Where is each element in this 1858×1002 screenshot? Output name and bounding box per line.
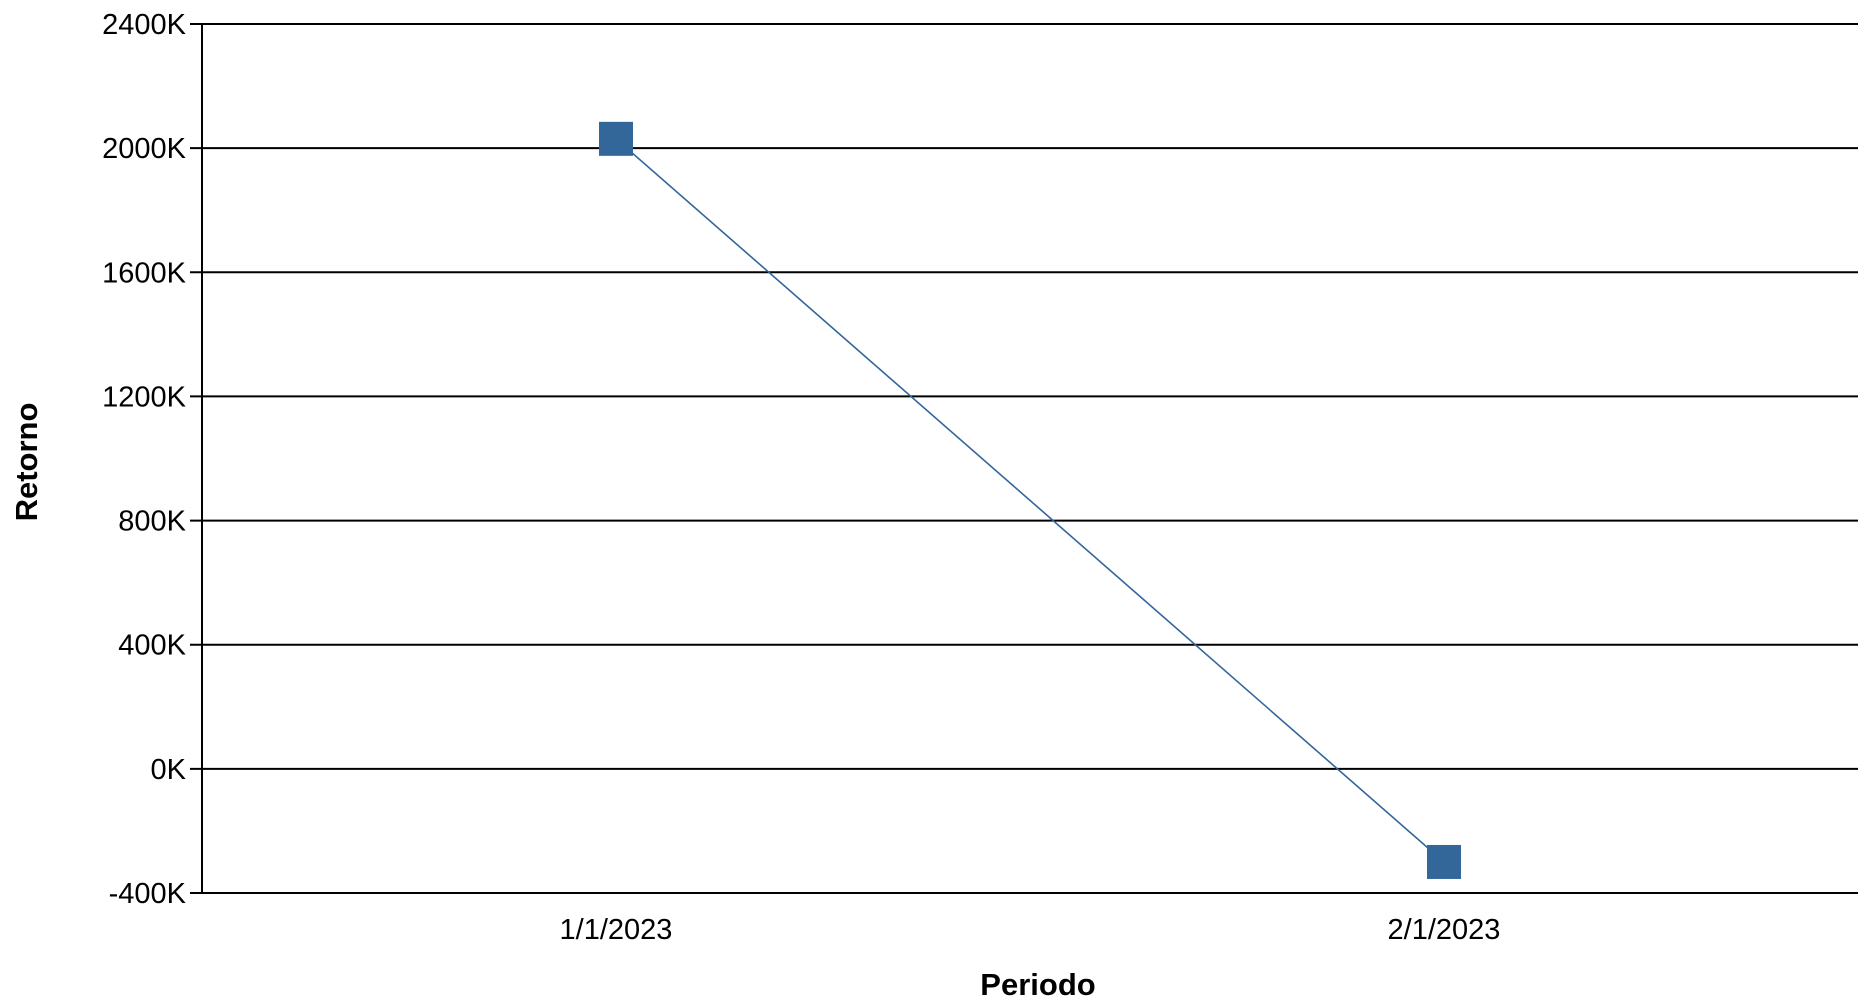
y-tick-label: 400K xyxy=(118,630,186,662)
series-line xyxy=(615,138,1445,863)
x-tick-label: 1/1/2023 xyxy=(560,914,673,946)
data-point-marker xyxy=(1427,844,1461,879)
y-axis-title: Retorno xyxy=(9,403,44,522)
y-tick-label: 800K xyxy=(118,506,186,538)
x-axis-title: Periodo xyxy=(980,967,1095,1002)
y-tick-label: 1600K xyxy=(102,257,187,289)
x-tick-label: 2/1/2023 xyxy=(1388,914,1501,946)
y-tick-label: 1200K xyxy=(102,381,187,413)
data-point-marker xyxy=(599,121,633,156)
x-tick-labels: 1/1/2023 2/1/2023 xyxy=(560,914,1501,946)
y-tick-label: 2000K xyxy=(102,133,187,165)
y-tick-label: 0K xyxy=(151,754,187,786)
y-tick-label: -400K xyxy=(109,878,187,910)
y-gridlines xyxy=(190,23,1858,894)
y-tick-label: 2400K xyxy=(102,9,187,41)
y-tick-labels: 2400K 2000K 1600K 1200K 800K 400K 0K -400K xyxy=(102,9,187,910)
series-group xyxy=(599,121,1461,879)
